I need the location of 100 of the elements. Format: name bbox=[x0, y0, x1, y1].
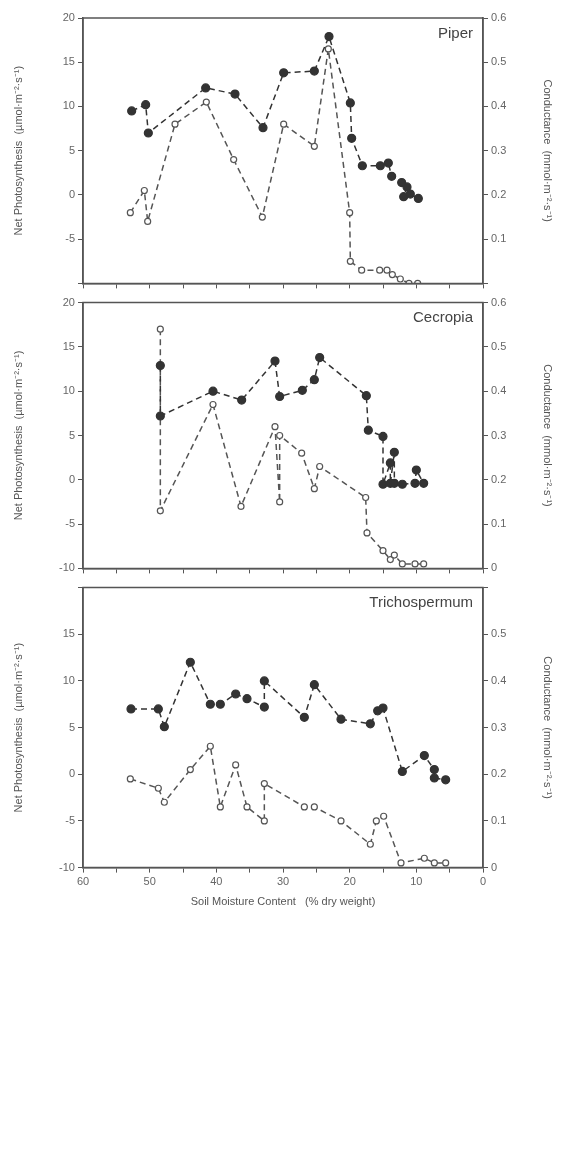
y2-tick-label: 0 bbox=[491, 860, 498, 873]
point bbox=[258, 123, 268, 133]
point bbox=[171, 120, 179, 128]
point bbox=[230, 155, 238, 164]
point bbox=[347, 133, 357, 143]
point bbox=[411, 465, 421, 475]
point bbox=[397, 479, 407, 489]
y2-axis-title: Conductance (mmol·m⁻²·s⁻¹) bbox=[542, 79, 555, 222]
point bbox=[155, 360, 165, 371]
point bbox=[362, 493, 370, 502]
point bbox=[396, 275, 404, 283]
point bbox=[237, 502, 245, 510]
y-tick-label: -5 bbox=[65, 813, 75, 826]
point bbox=[185, 657, 195, 667]
point bbox=[324, 31, 334, 42]
chart-title: Trichospermum bbox=[369, 593, 473, 611]
y-tick-label: 5 bbox=[68, 428, 75, 441]
point bbox=[309, 680, 319, 690]
point bbox=[324, 45, 332, 53]
y2-tick-label: 0.2 bbox=[491, 472, 507, 485]
y2-axis-title: Conductance (mmol·m⁻²·s⁻¹) bbox=[542, 656, 555, 799]
point bbox=[159, 722, 169, 732]
point bbox=[383, 266, 391, 274]
point bbox=[140, 186, 148, 195]
point bbox=[279, 68, 289, 78]
point bbox=[144, 217, 152, 226]
y2-tick-label: 0.6 bbox=[491, 11, 507, 24]
x-axis-title: Soil Moisture Content (% dry weight) bbox=[190, 895, 376, 908]
point bbox=[156, 325, 164, 333]
y2-tick-label: 0 bbox=[491, 561, 498, 574]
point bbox=[160, 798, 168, 806]
point bbox=[310, 485, 318, 493]
y-tick-label: -10 bbox=[59, 561, 75, 574]
y2-tick-label: 0.3 bbox=[491, 143, 507, 156]
point bbox=[441, 775, 451, 785]
point bbox=[205, 699, 215, 709]
point bbox=[275, 391, 285, 402]
point bbox=[260, 817, 268, 825]
y-tick-label: 10 bbox=[62, 99, 75, 112]
point bbox=[310, 803, 318, 811]
point bbox=[300, 803, 308, 811]
point bbox=[429, 765, 439, 775]
x-tick-label: 30 bbox=[276, 875, 290, 888]
x-tick-label: 20 bbox=[343, 875, 356, 888]
point bbox=[380, 812, 388, 820]
y-tick-label: 5 bbox=[68, 720, 75, 733]
point bbox=[143, 128, 153, 138]
y-tick-label: 0 bbox=[68, 472, 75, 485]
point bbox=[410, 478, 420, 488]
y2-tick-label: 0.4 bbox=[491, 673, 507, 686]
y-tick-label: 0 bbox=[68, 187, 75, 200]
point bbox=[358, 266, 366, 274]
point bbox=[397, 766, 407, 777]
point bbox=[345, 98, 355, 108]
point bbox=[361, 391, 371, 401]
y2-tick-label: 0.3 bbox=[491, 428, 507, 441]
y-tick-label: 10 bbox=[62, 384, 75, 397]
point bbox=[309, 375, 319, 385]
point bbox=[315, 352, 325, 363]
point bbox=[156, 507, 164, 515]
point bbox=[387, 171, 397, 181]
point bbox=[270, 356, 280, 366]
point bbox=[126, 704, 136, 714]
point bbox=[420, 560, 428, 568]
point bbox=[155, 411, 165, 421]
point bbox=[260, 780, 268, 788]
point bbox=[398, 560, 406, 568]
y-tick-label: -5 bbox=[65, 232, 75, 245]
y-tick-label: -10 bbox=[59, 860, 75, 873]
point bbox=[402, 182, 412, 192]
point bbox=[390, 551, 398, 559]
point bbox=[242, 694, 252, 704]
point bbox=[215, 699, 225, 709]
point bbox=[365, 719, 375, 729]
point bbox=[372, 817, 380, 825]
point bbox=[337, 817, 345, 825]
y-tick-label: 20 bbox=[62, 11, 75, 24]
point bbox=[357, 161, 367, 171]
point bbox=[186, 766, 194, 774]
y-tick-label: 15 bbox=[62, 627, 75, 640]
point bbox=[316, 462, 324, 471]
point bbox=[346, 209, 354, 217]
y2-tick-label: 0.2 bbox=[491, 187, 507, 200]
point bbox=[232, 761, 240, 769]
point bbox=[397, 859, 405, 867]
y-tick-label: 5 bbox=[68, 143, 75, 156]
chart-title: Piper bbox=[437, 23, 473, 41]
point bbox=[209, 400, 217, 409]
y-axis-title: Net Photosynthesis (µmol·m⁻²·s⁻¹) bbox=[11, 642, 24, 813]
point bbox=[378, 431, 388, 441]
point bbox=[153, 704, 163, 714]
y-tick-label: 10 bbox=[62, 673, 75, 686]
y2-tick-label: 0.3 bbox=[491, 720, 507, 733]
x-tick-label: 0 bbox=[479, 875, 487, 888]
point bbox=[271, 423, 279, 431]
y-tick-label: 15 bbox=[62, 339, 75, 352]
point bbox=[442, 859, 450, 867]
x-tick-label: 10 bbox=[410, 875, 423, 888]
y-axis-title: Net Photosynthesis (µmol·m⁻²·s⁻¹) bbox=[11, 65, 24, 236]
y-tick-label: -5 bbox=[65, 517, 75, 530]
